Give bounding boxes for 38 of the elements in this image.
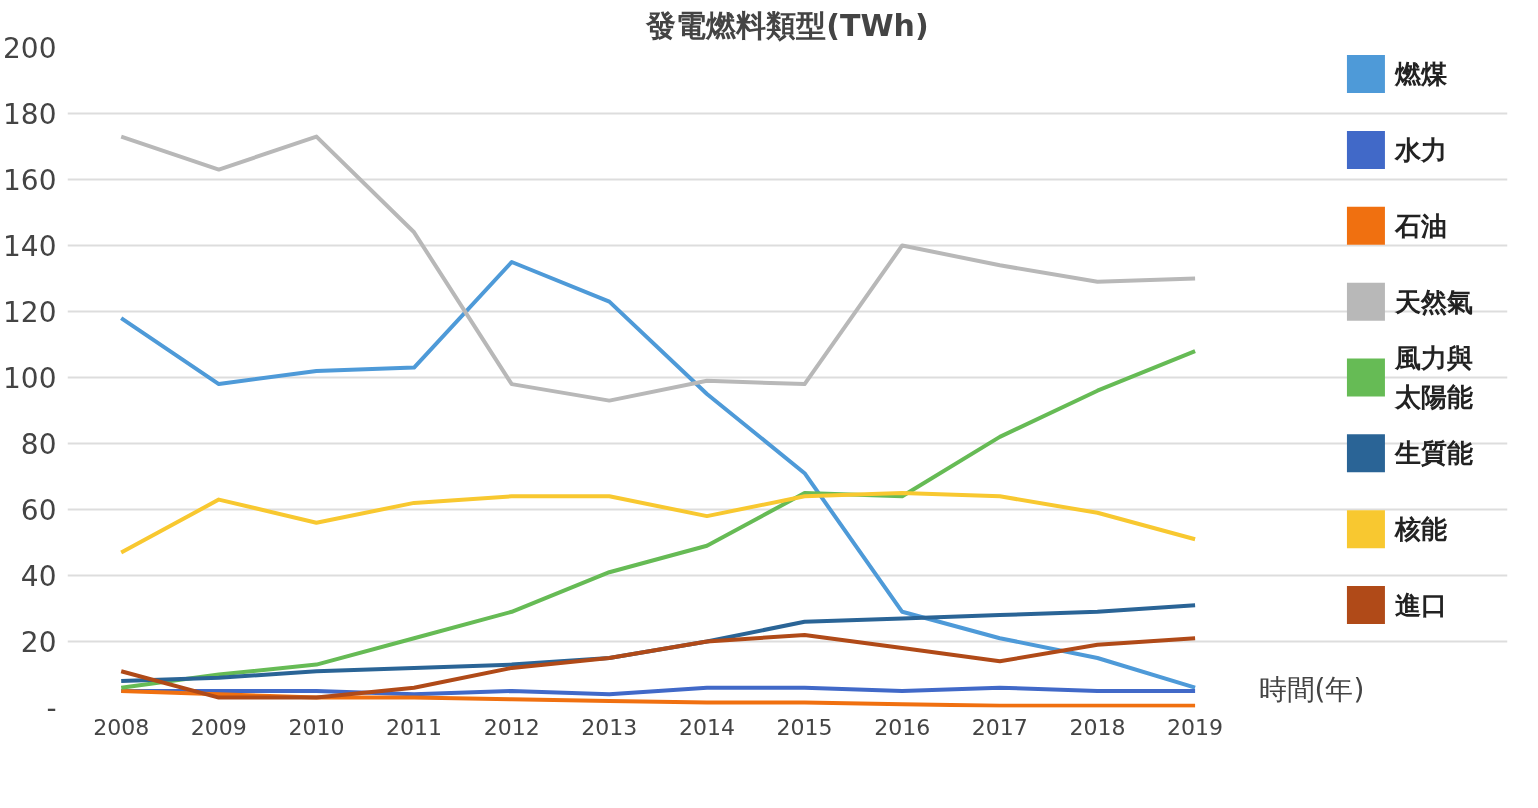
y-tick-label: 60 (20, 494, 57, 527)
y-tick-label: 140 (3, 230, 57, 263)
legend-label: 進口 (1395, 590, 1448, 621)
x-tick-label: 2018 (1069, 714, 1126, 740)
line-series (119, 689, 1198, 708)
legend-label: 核能 (1394, 514, 1448, 545)
line-series (119, 632, 1198, 700)
x-tick-label: 2012 (483, 714, 540, 740)
x-tick-label: 2010 (288, 714, 345, 740)
line-series (119, 260, 1198, 690)
y-tick-label: 200 (3, 32, 57, 65)
y-tick-label: 120 (3, 296, 57, 329)
y-tick-label: 100 (3, 362, 57, 395)
y-tick-label: 180 (3, 98, 57, 131)
legend-label: 風力與太陽能 (1394, 343, 1474, 412)
x-tick-label: 2015 (776, 714, 833, 740)
x-tick-label: 2017 (971, 714, 1028, 740)
chart-title: 發電燃料類型(TWh) (645, 7, 929, 43)
legend-label: 石油 (1394, 210, 1448, 241)
x-tick-label: 2008 (93, 714, 150, 740)
x-tick-label: 2019 (1167, 714, 1224, 740)
line-series (119, 491, 1198, 555)
y-tick-label: 80 (20, 428, 57, 461)
legend-label: 水力 (1394, 134, 1448, 165)
y-tick-label: 40 (20, 560, 57, 593)
x-tick-label: 2014 (678, 714, 735, 740)
legend-label: 生質能 (1394, 438, 1474, 469)
x-tick-label: 2016 (874, 714, 931, 740)
y-tick-label: 160 (3, 164, 57, 197)
legend-label: 燃煤 (1394, 59, 1449, 90)
x-axis-title: 時間(年) (1258, 672, 1365, 706)
x-tick-label: 2009 (190, 714, 247, 740)
line-series (119, 134, 1198, 403)
y-tick-label: 20 (20, 626, 57, 659)
x-tick-label: 2011 (386, 714, 443, 740)
x-tick-label: 2013 (581, 714, 638, 740)
legend-label: 天然氣 (1394, 286, 1474, 317)
y-tick-label: - (46, 692, 57, 725)
